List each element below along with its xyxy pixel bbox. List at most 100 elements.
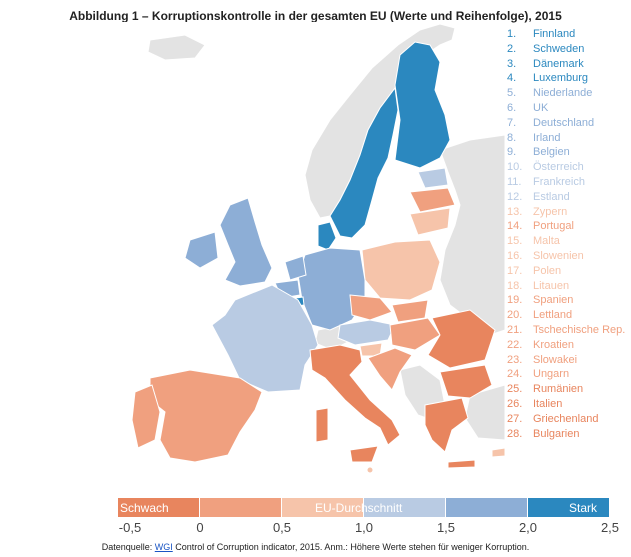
ranking-country: UK — [533, 102, 549, 114]
europe-map — [0, 22, 505, 497]
ranking-country: Malta — [533, 235, 560, 248]
country-slowakei — [391, 299, 429, 323]
ranking-country: Irland — [533, 131, 561, 144]
ranking-number: 26. — [507, 398, 523, 410]
ranking-country: Italien — [533, 398, 563, 410]
scale-tick-label: 2,5 — [600, 520, 620, 535]
ranking-country: Bulgarien — [533, 427, 580, 440]
legend-strong-label: Stark — [569, 501, 598, 515]
ranking-number: 20. — [507, 309, 523, 322]
country-portugal — [131, 384, 161, 449]
ranking-country: Belgien — [533, 146, 570, 159]
ranking-country: Frankreich — [533, 176, 585, 188]
ranking-country: Tschechische Rep. — [533, 324, 626, 336]
ranking-number: 28. — [507, 427, 523, 440]
color-scale-bar — [118, 498, 609, 517]
ranking-number: 17. — [507, 264, 523, 277]
scale-segment — [118, 498, 199, 517]
country-kroatien — [367, 347, 413, 391]
country-malta — [366, 466, 374, 474]
ranking-number: 4. — [507, 72, 517, 85]
legend-weak-label: Schwach — [120, 501, 169, 515]
country-italien — [309, 344, 401, 446]
scale-tick-label: 1,0 — [354, 520, 374, 535]
ranking-number: 10. — [507, 161, 523, 174]
ranking-number: 3. — [507, 57, 517, 70]
country-polen — [361, 239, 441, 301]
country-spanien — [149, 369, 263, 463]
country-irland — [184, 231, 219, 269]
ranking-number: 5. — [507, 87, 517, 100]
ranking-country: Slowenien — [533, 250, 584, 262]
ranking-number: 19. — [507, 294, 523, 307]
ranking-country: Rumänien — [533, 383, 584, 396]
ranking-number: 18. — [507, 279, 523, 292]
scale-segment — [282, 498, 363, 517]
ranking-country: Deutschland — [533, 116, 595, 129]
scale-segment — [364, 498, 445, 517]
ranking-number: 11. — [507, 176, 522, 188]
ranking-number: 9. — [507, 146, 517, 159]
ranking-number: 2. — [507, 42, 517, 55]
country-deutschland — [297, 247, 366, 331]
country-litauen — [409, 207, 451, 236]
country-oesterreich — [337, 319, 396, 346]
country-zypern — [491, 447, 505, 458]
scale-tick-label: -0,5 — [118, 520, 142, 535]
ranking-country: Schweden — [533, 42, 585, 55]
ranking-number: 14. — [507, 220, 523, 233]
ranking-number: 23. — [507, 353, 523, 366]
ranking-number: 13. — [507, 205, 523, 218]
country-niederlande — [284, 255, 307, 281]
country-frankreich — [211, 284, 319, 393]
scale-tick-label: 0 — [196, 520, 204, 535]
ranking-country: Litauen — [533, 279, 570, 292]
ranking-country: Luxemburg — [533, 72, 589, 85]
map-title: Abbildung 1 – Korruptionskontrolle in de… — [69, 9, 562, 23]
country-daenemark — [317, 221, 337, 251]
country-ungarn — [389, 317, 441, 351]
country-schweden — [329, 86, 399, 239]
ranking-country: Lettland — [533, 309, 573, 322]
ranking-country: Österreich — [533, 161, 584, 174]
ranking-number: 25. — [507, 383, 523, 396]
country-griechenland-crete — [447, 459, 476, 469]
scale-segment — [200, 498, 281, 517]
scale-tick-label: 1,5 — [436, 520, 456, 535]
ranking-country: Portugal — [533, 220, 574, 233]
eu-countries — [131, 41, 505, 474]
source-suffix: Control of Corruption indicator, 2015. A… — [172, 542, 530, 552]
ranking-number: 8. — [507, 131, 517, 144]
scale-segment — [528, 498, 609, 517]
country-italien-sardinia — [315, 407, 329, 443]
scale-tick-label: 0,5 — [272, 520, 292, 535]
country-estland — [417, 167, 449, 189]
ranking-number: 21. — [507, 324, 523, 336]
ranking-number: 16. — [507, 250, 523, 262]
ranking-number: 22. — [507, 338, 523, 351]
country-bulgarien — [439, 364, 493, 399]
ranking-country: Finnland — [533, 28, 576, 40]
country-griechenland — [424, 397, 469, 453]
country-lettland — [409, 187, 456, 213]
ranking-number: 12. — [507, 190, 523, 203]
country-rumaenien — [427, 309, 496, 369]
ranking-number: 24. — [507, 368, 523, 381]
source-prefix: Datenquelle: — [101, 542, 155, 552]
ranking-country: Kroatien — [533, 338, 574, 351]
scale-tick-label: 2,0 — [518, 520, 538, 535]
ranking-country: Zypern — [533, 205, 568, 218]
source-link-wgi[interactable]: WGI — [154, 542, 173, 552]
ranking-number: 7. — [507, 116, 517, 129]
country-finnland — [394, 41, 451, 169]
ranking-country: Polen — [533, 264, 562, 277]
ranking-number: 1. — [507, 28, 517, 40]
scale-segment — [446, 498, 527, 517]
source-note: Datenquelle: WGI Control of Corruption i… — [0, 542, 631, 552]
ranking-number: 15. — [507, 235, 523, 248]
country-uk — [219, 197, 273, 287]
ranking-country: Slowakei — [533, 353, 578, 366]
ranking-number: 27. — [507, 412, 523, 425]
ranking-country: Estland — [533, 190, 570, 203]
ranking-number: 6. — [507, 102, 517, 114]
